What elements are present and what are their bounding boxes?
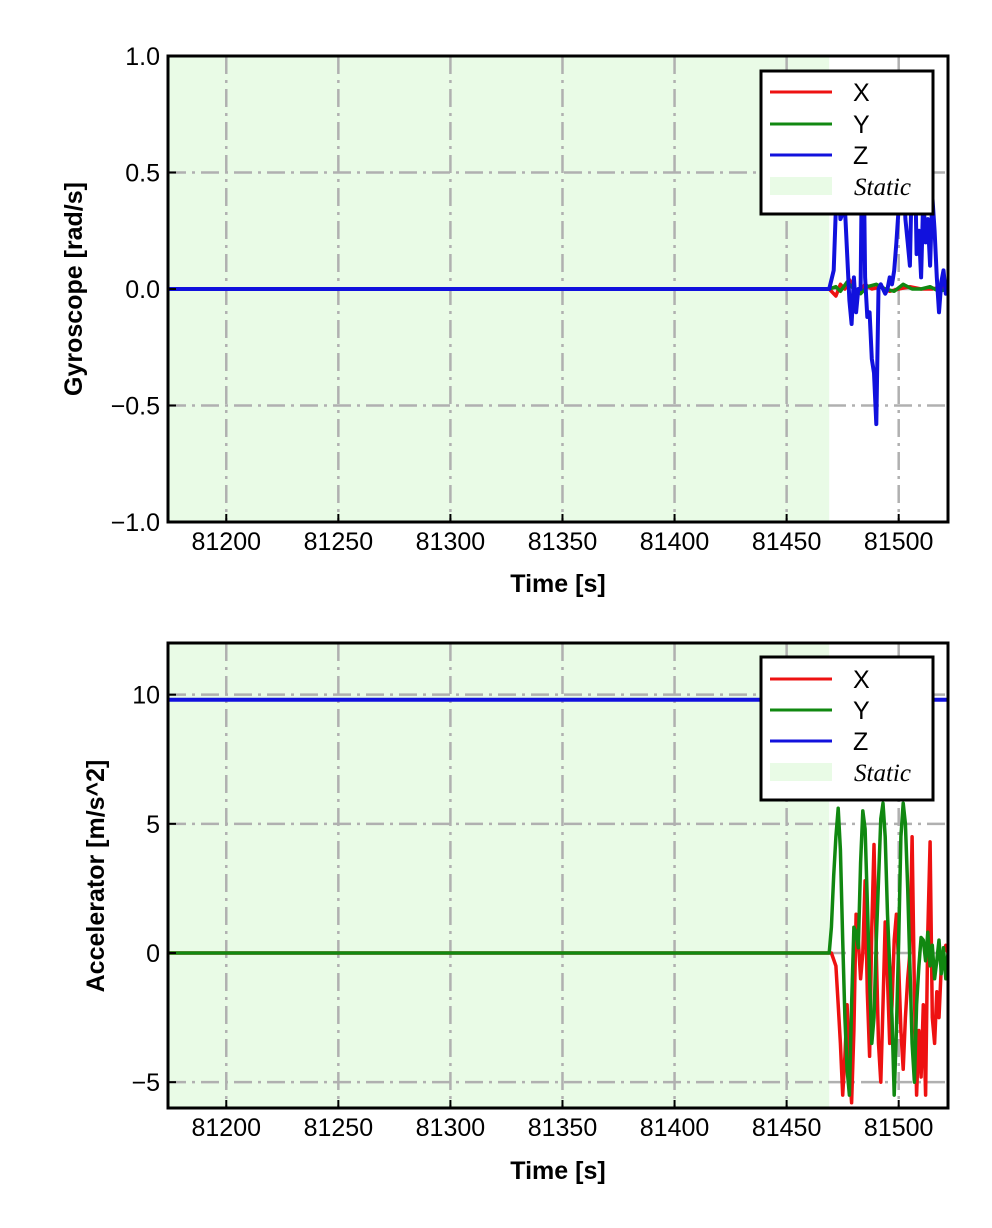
static-region: [168, 643, 830, 1108]
series-line-z: [168, 77, 948, 427]
legend-label-static: Static: [854, 760, 911, 787]
y-tick-label: 0: [146, 940, 160, 968]
legend-label-x: X: [853, 79, 870, 107]
legend-label-z: Z: [853, 142, 868, 170]
x-tick-label: 81400: [640, 1114, 710, 1142]
y-tick-label: −1.0: [111, 509, 160, 537]
legend-label-y: Y: [853, 111, 870, 139]
legend-patch-static: [770, 177, 832, 195]
x-tick-label: 81350: [528, 1114, 598, 1142]
y-tick-label: 0.0: [125, 276, 160, 304]
legend-label-static: Static: [854, 174, 911, 201]
legend-frame: [759, 655, 935, 802]
x-tick-label: 81200: [192, 528, 262, 556]
x-axis-label: Time [s]: [510, 570, 605, 598]
x-tick-label: 81300: [416, 1114, 486, 1142]
y-axis-label: Gyroscope [rad/s]: [60, 182, 88, 396]
legend: X Y Z Static: [759, 69, 935, 216]
x-axis-label: Time [s]: [510, 1157, 605, 1185]
legend: X Y Z Static: [759, 655, 935, 802]
y-tick-label: 1.0: [125, 43, 160, 71]
x-tick-label: 81450: [752, 528, 822, 556]
legend-label-z: Z: [853, 728, 868, 756]
x-tick-label: 81350: [528, 528, 598, 556]
x-tick-label: 81500: [864, 1114, 934, 1142]
x-tick-label: 81500: [864, 528, 934, 556]
x-tick-label: 81250: [304, 1114, 374, 1142]
y-tick-label: 0.5: [125, 160, 160, 188]
y-tick-label: 5: [146, 811, 160, 839]
legend-label-x: X: [853, 666, 870, 694]
ticks: 81200 81250 81300 81350 81400 81450 81500 −1.0 −…: [111, 43, 934, 556]
series-line-y: [168, 280, 948, 296]
series-group: [168, 77, 948, 427]
plot-frame: [166, 641, 950, 1110]
y-tick-label: −5: [131, 1069, 160, 1097]
gyroscope-chart: 81200 81250 81300 81350 81400 81450 81500 −1.0 −…: [60, 43, 950, 598]
legend-patch-static: [770, 763, 832, 781]
x-tick-label: 81250: [304, 528, 374, 556]
y-tick-label: −0.5: [111, 393, 160, 421]
x-tick-label: 81450: [752, 1114, 822, 1142]
y-axis-label: Accelerator [m/s^2]: [82, 760, 110, 993]
accelerator-chart: 81200 81250 81300 81350 81400 81450 81500 −5 0 5 1…: [82, 641, 950, 1185]
series-line-y: [168, 801, 948, 1097]
y-tick-label: 10: [132, 682, 160, 710]
x-tick-label: 81300: [416, 528, 486, 556]
x-tick-label: 81400: [640, 528, 710, 556]
ticks: 81200 81250 81300 81350 81400 81450 81500 −5 0 5 1…: [131, 682, 933, 1142]
legend-label-y: Y: [853, 697, 870, 725]
x-tick-label: 81200: [192, 1114, 262, 1142]
